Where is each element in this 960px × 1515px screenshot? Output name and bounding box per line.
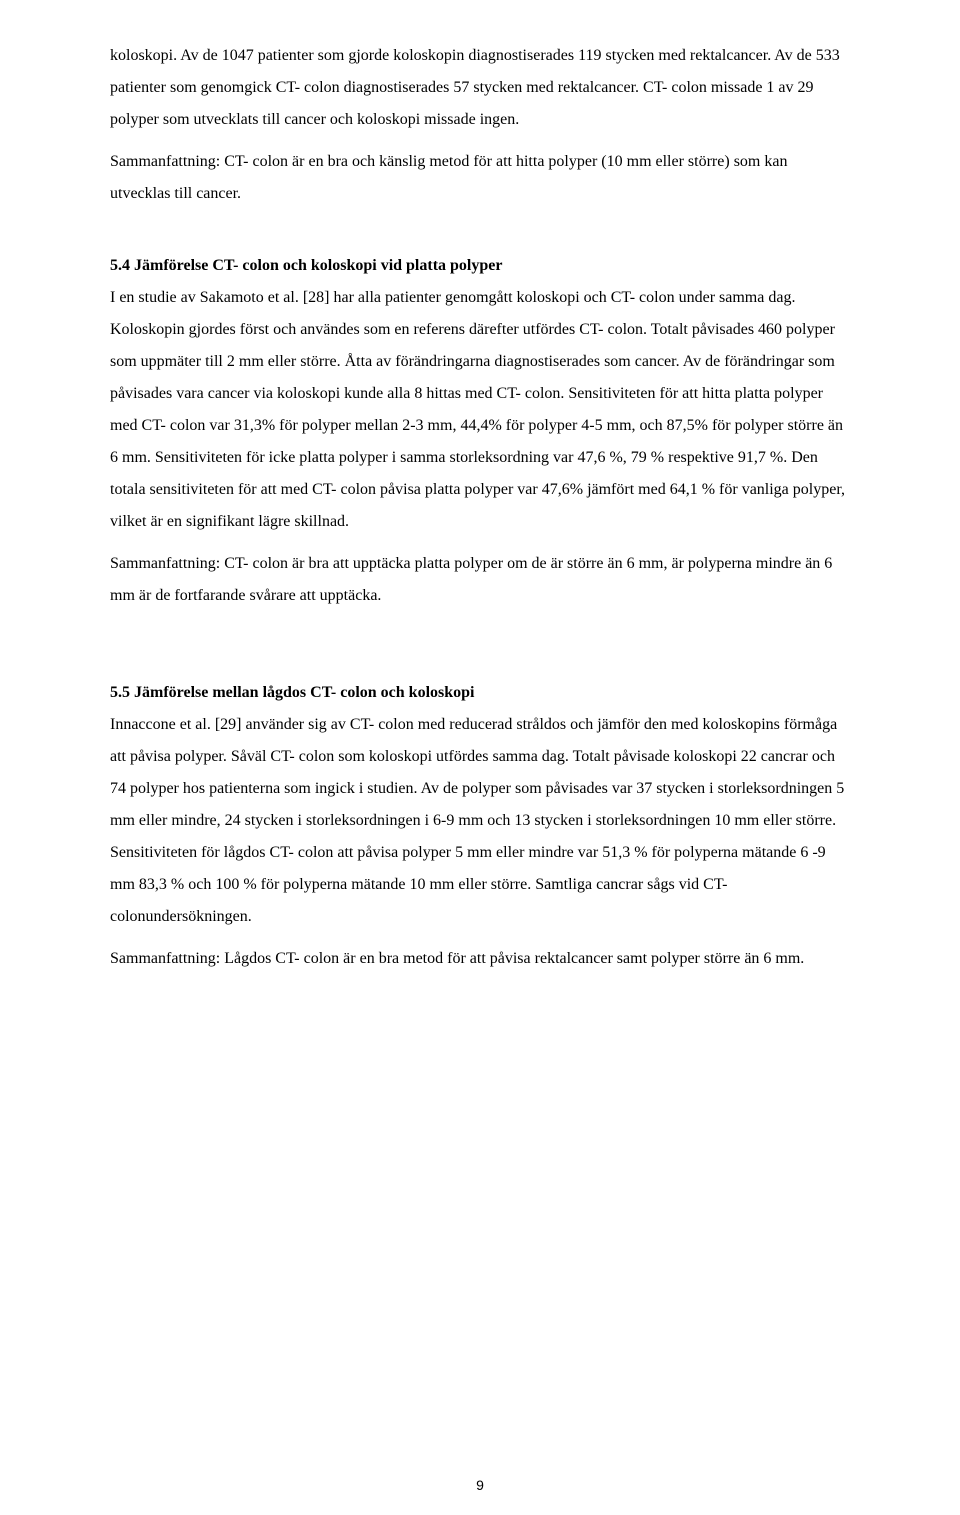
section-5-4-body: I en studie av Sakamoto et al. [28] har … <box>110 289 845 530</box>
spacer <box>110 622 850 677</box>
section-5-5-heading: 5.5 Jämförelse mellan lågdos CT- colon o… <box>110 677 850 709</box>
intro-paragraph-1: koloskopi. Av de 1047 patienter som gjor… <box>110 40 850 136</box>
section-5-5-summary: Sammanfattning: Lågdos CT- colon är en b… <box>110 943 850 975</box>
document-page: koloskopi. Av de 1047 patienter som gjor… <box>0 0 960 1515</box>
section-5-4: 5.4 Jämförelse CT- colon och koloskopi v… <box>110 250 850 538</box>
page-number: 9 <box>0 1477 960 1493</box>
section-5-4-summary: Sammanfattning: CT- colon är bra att upp… <box>110 548 850 612</box>
section-5-4-heading: 5.4 Jämförelse CT- colon och koloskopi v… <box>110 257 502 274</box>
spacer <box>110 220 850 250</box>
section-5-5-body: Innaccone et al. [29] använder sig av CT… <box>110 709 850 933</box>
intro-summary: Sammanfattning: CT- colon är en bra och … <box>110 146 850 210</box>
